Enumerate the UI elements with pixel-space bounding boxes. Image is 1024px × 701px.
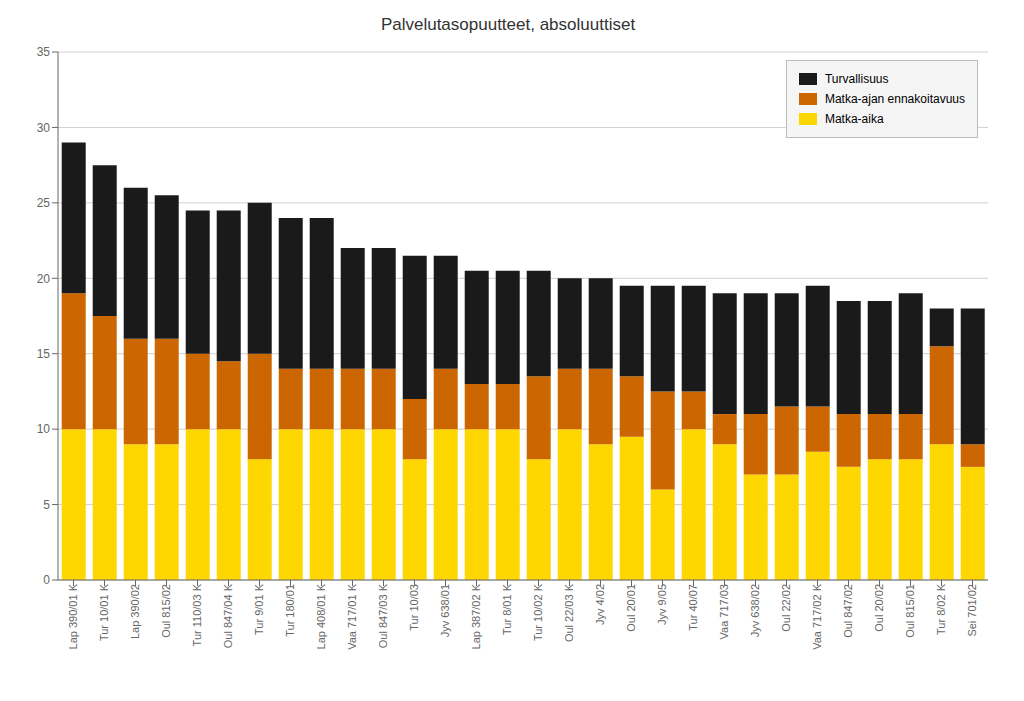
svg-text:15: 15 (37, 347, 51, 361)
html-text:Palvelutasopuutteet, absoluutt: Palvelutasopuutteet, absoluuttiset (380, 15, 636, 34)
svg-text:Vaa 717/02 K: Vaa 717/02 K (811, 583, 823, 650)
svg-text:35: 35 (37, 45, 51, 59)
svg-text:0: 0 (43, 573, 50, 587)
svg-text:30: 30 (37, 121, 51, 135)
svg-text:Jyv 638/01: Jyv 638/01 (439, 584, 451, 637)
svg-text:Tur 8/02 K: Tur 8/02 K (935, 583, 947, 635)
html-text:Matka-ajan ennakoitavuus: Matka-ajan ennakoitavuus (824, 92, 965, 106)
svg-text:5: 5 (43, 498, 50, 512)
svg-text:Lap 390/02: Lap 390/02 (129, 584, 141, 639)
svg-text:10: 10 (37, 422, 51, 436)
svg-text:Jyv 9/05: Jyv 9/05 (656, 584, 668, 625)
svg-text:Oul 815/02: Oul 815/02 (160, 584, 172, 638)
svg-text:Oul 815/01: Oul 815/01 (904, 584, 916, 638)
svg-text:Tur 110/03 K: Tur 110/03 K (191, 583, 203, 646)
svg-text:Tur 8/01 K: Tur 8/01 K (501, 583, 513, 635)
html-text:Matka-aika: Matka-aika (824, 112, 884, 126)
svg-text:Vaa 717/03: Vaa 717/03 (718, 584, 730, 639)
svg-text:Tur 10/01 K: Tur 10/01 K (98, 583, 110, 641)
svg-text:Oul 22/03 K: Oul 22/03 K (563, 583, 575, 642)
svg-text:Jyv 4/02: Jyv 4/02 (594, 584, 606, 625)
svg-text:Oul 847/02: Oul 847/02 (842, 584, 854, 638)
svg-text:Jyv 638/02: Jyv 638/02 (749, 584, 761, 637)
svg-text:25: 25 (37, 196, 51, 210)
svg-text:Vaa 717/01 K: Vaa 717/01 K (346, 583, 358, 650)
svg-text:Tur 10/02 K: Tur 10/02 K (532, 583, 544, 641)
svg-text:Sei 701/02: Sei 701/02 (966, 584, 978, 637)
svg-text:20: 20 (37, 272, 51, 286)
svg-text:Oul 20/01: Oul 20/01 (625, 584, 637, 632)
svg-text:Lap 387/02 K: Lap 387/02 K (470, 583, 482, 649)
svg-text:Tur 10/03: Tur 10/03 (408, 584, 420, 631)
svg-text:Lap 390/01 K: Lap 390/01 K (67, 583, 79, 649)
svg-text:Oul 847/04 K: Oul 847/04 K (222, 583, 234, 648)
svg-text:Tur 40/07: Tur 40/07 (687, 584, 699, 631)
svg-text:Tur 180/01: Tur 180/01 (284, 584, 296, 637)
svg-text:Tur 9/01 K: Tur 9/01 K (253, 583, 265, 635)
svg-text:Oul 847/03 K: Oul 847/03 K (377, 583, 389, 648)
html-text:Turvallisuus: Turvallisuus (824, 72, 889, 86)
svg-text:Oul 22/02: Oul 22/02 (780, 584, 792, 632)
svg-text:Lap 408/01 K: Lap 408/01 K (315, 583, 327, 649)
svg-text:Oul 20/02: Oul 20/02 (873, 584, 885, 632)
